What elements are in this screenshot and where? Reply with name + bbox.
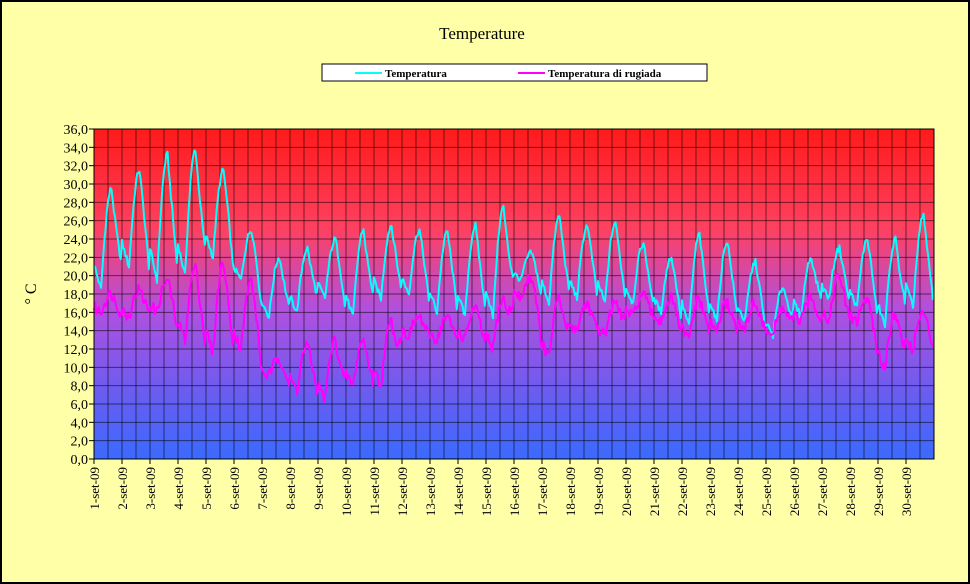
y-tick-label: 14,0 [64, 325, 89, 340]
y-axis-ticks: 0,0 2,0 4,0 6,0 8,0 10,0 12,0 14,0 16,0 18,0 20,0 2… [64, 123, 94, 468]
y-tick-label: 6,0 [71, 398, 89, 413]
legend-label-temperatura: Temperatura [385, 68, 447, 80]
legend-label-rugiada: Temperatura di rugiada [548, 68, 662, 80]
series-line-temperatura [93, 149, 934, 340]
y-tick-label: 20,0 [64, 270, 89, 285]
y-tick-label: 18,0 [64, 288, 89, 303]
x-tick-label: 26-set-09 [787, 467, 802, 516]
x-tick-label: 1-set-09 [87, 467, 102, 510]
y-axis-label: ° C [23, 283, 40, 304]
x-tick-label: 15-set-09 [479, 467, 494, 516]
chart-title: Temperature [439, 24, 525, 43]
legend-box [321, 63, 708, 82]
y-tick-label: 26,0 [64, 215, 89, 230]
x-tick-label: 20-set-09 [619, 467, 634, 516]
x-tick-label: 18-set-09 [563, 467, 578, 516]
y-tick-label: 32,0 [64, 160, 89, 175]
gridlines [93, 128, 935, 460]
x-tick-label: 7-set-09 [255, 467, 270, 510]
x-tick-label: 8-set-09 [283, 467, 298, 510]
x-tick-label: 3-set-09 [143, 467, 158, 510]
x-tick-label: 17-set-09 [535, 467, 550, 516]
x-axis-ticks: 1-set-09 2-set-09 3-set-09 4-set-09 5-set-09… [87, 459, 914, 516]
series-lines [93, 149, 934, 403]
y-tick-label: 30,0 [64, 178, 89, 193]
legend: Temperatura Temperatura di rugiada [321, 63, 708, 82]
x-tick-label: 29-set-09 [871, 467, 886, 516]
plot-border [93, 128, 935, 460]
x-tick-label: 4-set-09 [171, 467, 186, 510]
x-tick-label: 25-set-09 [759, 467, 774, 516]
y-tick-label: 34,0 [64, 141, 89, 156]
x-tick-label: 16-set-09 [507, 467, 522, 516]
y-tick-label: 2,0 [71, 435, 89, 450]
x-tick-label: 13-set-09 [423, 467, 438, 516]
x-tick-label: 19-set-09 [591, 467, 606, 516]
x-tick-label: 5-set-09 [199, 467, 214, 510]
x-tick-label: 24-set-09 [731, 467, 746, 516]
x-tick-label: 6-set-09 [227, 467, 242, 510]
x-tick-label: 30-set-09 [899, 467, 914, 516]
y-tick-label: 4,0 [71, 416, 89, 431]
y-tick-label: 22,0 [64, 251, 89, 266]
x-tick-label: 27-set-09 [815, 467, 830, 516]
x-tick-label: 28-set-09 [843, 467, 858, 516]
y-tick-label: 36,0 [64, 123, 89, 138]
y-tick-label: 0,0 [71, 453, 89, 468]
x-tick-label: 9-set-09 [311, 467, 326, 510]
y-tick-label: 8,0 [71, 380, 89, 395]
x-tick-label: 12-set-09 [395, 467, 410, 516]
y-tick-label: 12,0 [64, 343, 89, 358]
x-tick-label: 21-set-09 [647, 467, 662, 516]
series-line-rugiada [93, 261, 934, 403]
y-tick-label: 10,0 [64, 361, 89, 376]
x-tick-label: 10-set-09 [339, 467, 354, 516]
x-tick-label: 23-set-09 [703, 467, 718, 516]
x-tick-label: 2-set-09 [115, 467, 130, 510]
x-tick-label: 14-set-09 [451, 467, 466, 516]
y-tick-label: 16,0 [64, 306, 89, 321]
y-tick-label: 24,0 [64, 233, 89, 248]
y-tick-label: 28,0 [64, 196, 89, 211]
x-tick-label: 11-set-09 [367, 467, 382, 516]
x-tick-label: 22-set-09 [675, 467, 690, 516]
